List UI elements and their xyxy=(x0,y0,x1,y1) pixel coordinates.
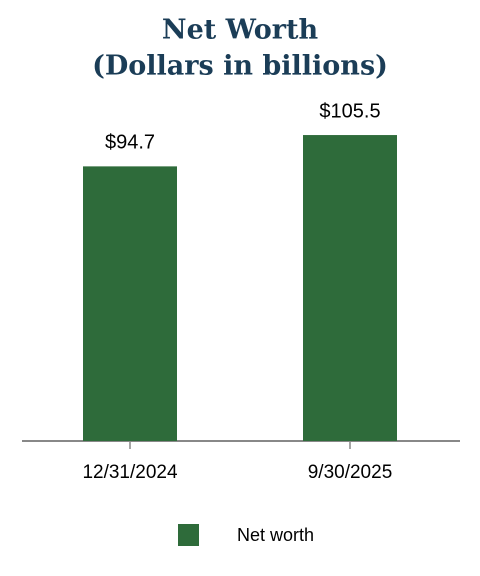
chart-title: Net Worth xyxy=(162,15,319,46)
x-tick-label: 9/30/2025 xyxy=(308,462,393,483)
bar xyxy=(303,135,397,442)
legend-label: Net worth xyxy=(237,525,314,545)
chart-subtitle: (Dollars in billions) xyxy=(92,51,388,82)
x-tick-label: 12/31/2024 xyxy=(82,462,178,483)
value-label: $94.7 xyxy=(105,132,155,154)
value-label: $105.5 xyxy=(319,100,380,122)
bar xyxy=(83,166,177,441)
legend-swatch xyxy=(178,524,199,546)
